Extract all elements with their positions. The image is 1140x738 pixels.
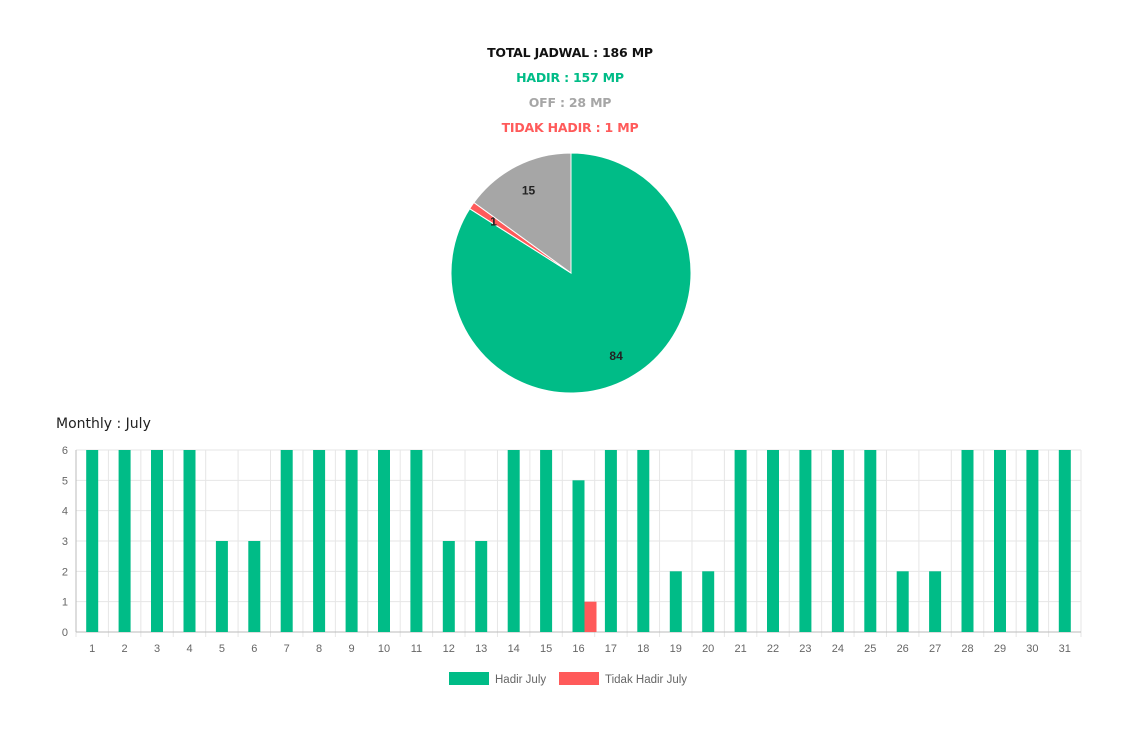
off-label: OFF : 28 MP <box>528 95 612 110</box>
pie-label-tidak-hadir: 1 <box>490 214 497 228</box>
x-tick-label: 15 <box>540 643 552 655</box>
pie-label-hadir: 84 <box>609 349 623 363</box>
bar-hadir <box>767 450 779 632</box>
y-tick-label: 1 <box>62 597 68 609</box>
x-tick-label: 22 <box>767 643 779 655</box>
x-tick-label: 16 <box>572 643 584 655</box>
legend-swatch-hadir[interactable] <box>449 672 489 685</box>
x-tick-label: 26 <box>897 643 909 655</box>
x-tick-label: 29 <box>994 643 1006 655</box>
bar-hadir <box>378 450 390 632</box>
bar-hadir <box>1026 450 1039 632</box>
legend-swatch-tidak-hadir[interactable] <box>559 672 599 685</box>
bar-hadir <box>410 450 423 632</box>
bar-tidak-hadir <box>584 601 597 632</box>
bar-hadir <box>994 450 1006 632</box>
x-tick-label: 21 <box>734 643 746 655</box>
bar-hadir <box>215 541 228 632</box>
bar-hadir <box>118 450 131 632</box>
x-tick-label: 27 <box>929 643 941 655</box>
x-tick-label: 1 <box>89 643 95 655</box>
bar-hadir <box>475 541 488 632</box>
bar-hadir <box>248 541 261 632</box>
bar-hadir <box>540 450 553 632</box>
bar-hadir <box>961 450 974 632</box>
monthly-title: Monthly : July <box>56 416 151 432</box>
y-tick-label: 6 <box>62 445 68 457</box>
bar-hadir <box>831 450 844 632</box>
bar-hadir <box>637 450 650 632</box>
y-tick-label: 5 <box>62 475 68 487</box>
legend-label-tidak-hadir[interactable]: Tidak Hadir July <box>605 674 687 686</box>
x-tick-label: 11 <box>411 643 422 655</box>
x-tick-label: 10 <box>378 643 390 655</box>
x-tick-label: 7 <box>284 643 290 655</box>
x-tick-label: 24 <box>832 643 844 655</box>
bar-hadir <box>313 450 326 632</box>
x-tick-label: 28 <box>961 643 973 655</box>
x-tick-label: 25 <box>864 643 876 655</box>
y-tick-label: 2 <box>62 566 68 578</box>
y-tick-label: 0 <box>62 627 68 639</box>
y-tick-label: 4 <box>62 506 68 518</box>
attendance-pie-chart: 84 1 15 <box>450 152 692 394</box>
bar-hadir <box>151 450 163 632</box>
bar-hadir <box>799 450 812 632</box>
x-tick-label: 31 <box>1059 643 1071 655</box>
x-tick-label: 12 <box>443 643 455 655</box>
bar-hadir <box>734 450 747 632</box>
monthly-bar-chart: 0 1 2 3 4 5 6 1 2 3 4 5 6 7 8 9 10 11 12 13 14 15 16 17 18 19 20 21… <box>50 440 1090 700</box>
pie-slice-off <box>473 152 572 274</box>
attendance-summary: TOTAL JADWAL : 186 MP HADIR : 157 MP OFF… <box>0 40 1140 140</box>
x-tick-label: 8 <box>316 643 322 655</box>
hadir-label: HADIR : 157 MP <box>516 70 624 85</box>
x-tick-label: 18 <box>637 643 649 655</box>
x-tick-label: 6 <box>251 643 257 655</box>
bar-hadir <box>507 450 520 632</box>
pie-label-off: 15 <box>522 184 536 198</box>
x-tick-label: 14 <box>508 643 520 655</box>
bar-hadir <box>572 480 585 632</box>
bar-hadir <box>183 450 196 632</box>
bar-hadir <box>929 571 942 632</box>
x-tick-label: 20 <box>702 643 714 655</box>
x-tick-label: 2 <box>122 643 128 655</box>
pie-chart-svg: 84 1 15 <box>450 152 692 394</box>
bar-hadir <box>896 571 909 632</box>
bar-hadir <box>345 450 358 632</box>
x-tick-label: 19 <box>670 643 682 655</box>
x-tick-label: 4 <box>186 643 192 655</box>
x-tick-label: 13 <box>475 643 487 655</box>
bar-hadir <box>604 450 617 632</box>
x-tick-label: 23 <box>799 643 811 655</box>
bar-hadir <box>1058 450 1071 632</box>
x-tick-label: 17 <box>605 643 617 655</box>
x-tick-label: 3 <box>154 643 160 655</box>
bar-hadir <box>86 450 99 632</box>
x-tick-label: 5 <box>219 643 225 655</box>
bar-hadir <box>669 571 682 632</box>
legend-label-hadir[interactable]: Hadir July <box>495 674 546 686</box>
bar-hadir <box>280 450 293 632</box>
tidak-hadir-label: TIDAK HADIR : 1 MP <box>501 120 639 135</box>
bar-hadir <box>702 571 715 632</box>
bar-hadir <box>864 450 877 632</box>
x-tick-label: 30 <box>1026 643 1038 655</box>
total-jadwal-label: TOTAL JADWAL : 186 MP <box>487 45 653 60</box>
x-tick-label: 9 <box>349 643 355 655</box>
bar-hadir <box>442 541 455 632</box>
y-tick-label: 3 <box>62 536 68 548</box>
